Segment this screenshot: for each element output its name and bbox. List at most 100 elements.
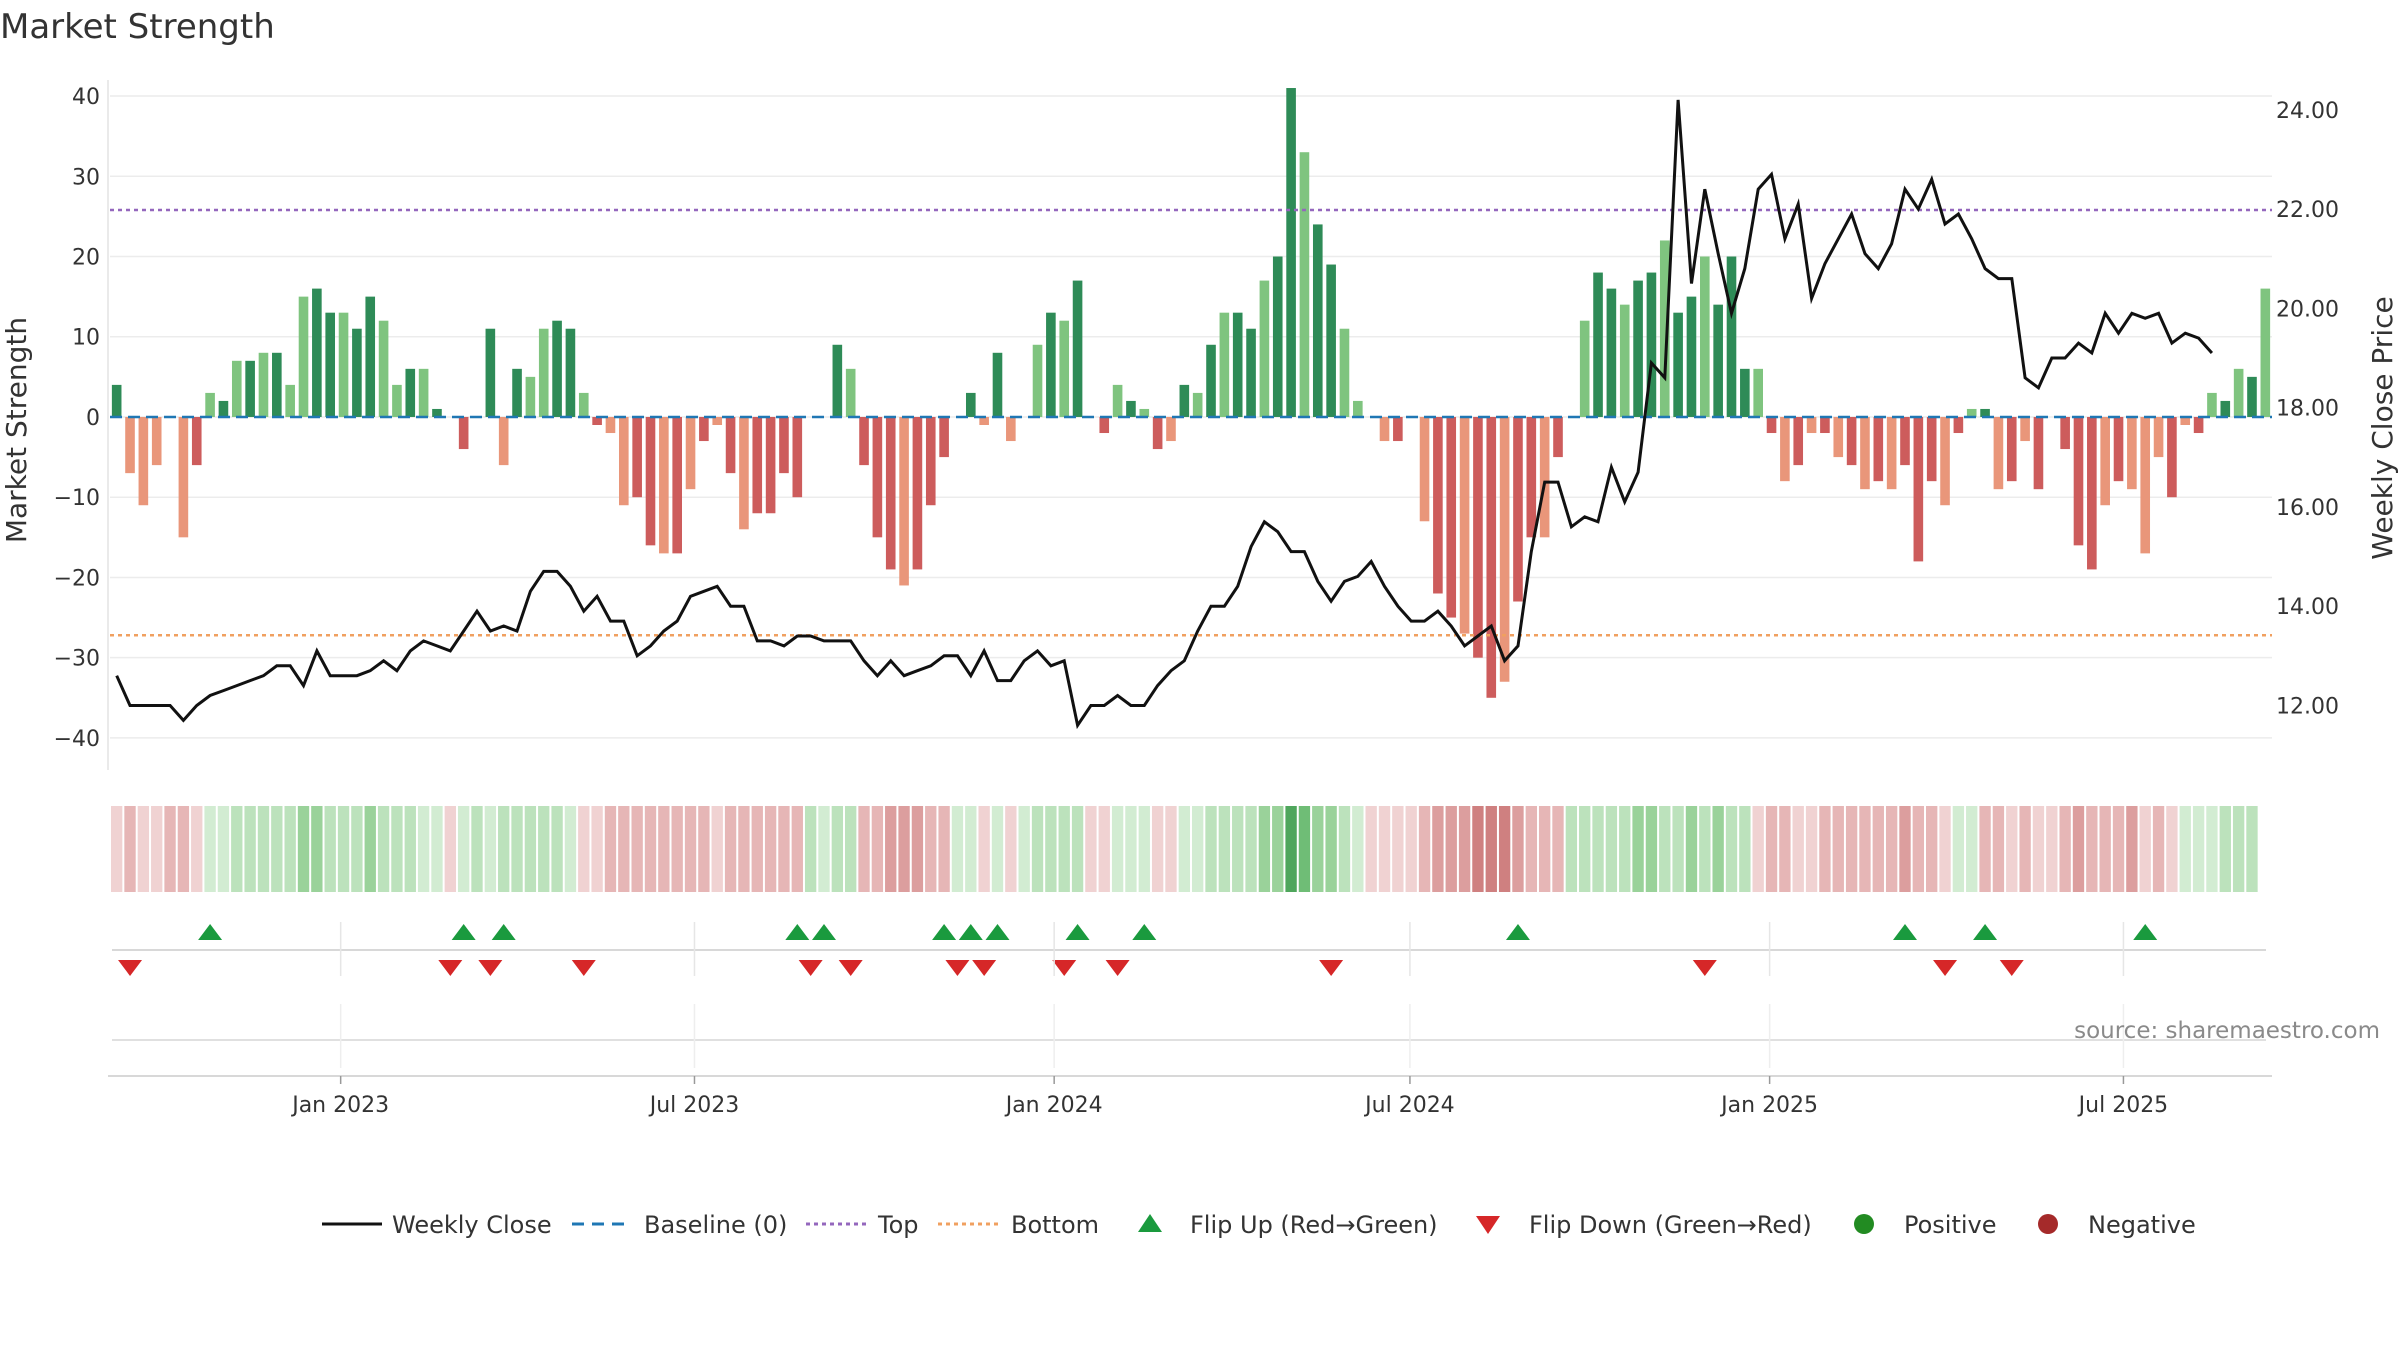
heat-cell — [1298, 806, 1311, 892]
strength-bar — [1486, 416, 1497, 698]
flip-markers — [118, 924, 2158, 976]
strength-bar — [1059, 320, 1070, 417]
heat-cell — [965, 806, 977, 892]
strength-bar — [2207, 392, 2217, 417]
legend-label: Negative — [2088, 1211, 2196, 1239]
strength-bar — [685, 416, 696, 490]
heat-cell — [2072, 806, 2085, 892]
heat-cell — [2246, 806, 2258, 892]
strength-bar — [352, 328, 362, 417]
weekly-close-line — [115, 99, 2214, 730]
strength-bar — [699, 416, 709, 442]
heat-cell — [2139, 806, 2151, 892]
heat-cell — [364, 806, 376, 892]
heat-cell — [991, 806, 1004, 892]
heat-cell — [1245, 806, 1257, 892]
strength-bar — [1806, 416, 1817, 434]
y2-tick-label: 14.00 — [2276, 595, 2339, 620]
flip-down-marker — [838, 960, 863, 976]
strength-bar — [1700, 256, 1710, 417]
legend-positive-swatch — [1854, 1214, 1874, 1234]
heat-cell — [1125, 806, 1137, 892]
heat-cell — [1058, 806, 1070, 892]
y2-axis-title: Weekly Close Price — [2366, 296, 2399, 559]
heat-cell — [778, 806, 790, 892]
heat-cell — [658, 806, 670, 892]
strength-bar — [565, 328, 576, 417]
flip-up-marker — [198, 924, 223, 940]
strength-bar — [1873, 416, 1884, 482]
strength-bar — [1526, 416, 1537, 538]
heat-cell — [417, 806, 430, 892]
strength-bar — [1993, 416, 2004, 490]
heat-cell — [1792, 806, 1804, 892]
heat-cell — [1712, 806, 1724, 892]
strength-bar — [2233, 368, 2244, 417]
strength-bar — [1006, 416, 1016, 442]
strength-bar — [752, 416, 763, 514]
strength-bar — [859, 416, 869, 466]
heat-cell — [1885, 806, 1898, 892]
heat-cell — [484, 806, 497, 892]
strength-bar — [1339, 328, 1350, 417]
flip-down-marker — [972, 960, 997, 976]
heat-cell — [1018, 806, 1030, 892]
heat-cell — [1645, 806, 1658, 892]
strength-bar — [2127, 416, 2137, 490]
heat-cell — [1205, 806, 1217, 892]
heat-cell — [1338, 806, 1351, 892]
y2-tick-label: 24.00 — [2276, 99, 2339, 124]
legend-label: Flip Down (Green→Red) — [1529, 1211, 1812, 1239]
strength-bar — [578, 392, 589, 417]
heat-cell — [1525, 806, 1537, 892]
flip-up-marker — [491, 924, 516, 940]
strength-bar — [872, 416, 883, 538]
heat-cell — [377, 806, 390, 892]
flip-down-marker — [1999, 960, 2024, 976]
heat-cell — [111, 806, 123, 892]
strength-bar — [485, 328, 496, 417]
strength-bar — [1459, 416, 1470, 634]
heat-cell — [2059, 806, 2071, 892]
flip-up-marker — [958, 924, 983, 940]
strength-bar — [552, 320, 562, 417]
strength-bar — [1846, 416, 1857, 466]
heat-cell — [2006, 806, 2018, 892]
heat-cell — [1899, 806, 1911, 892]
flip-down-marker — [478, 960, 503, 976]
flip-up-marker — [451, 924, 476, 940]
heat-cell — [1725, 806, 1738, 892]
strength-bar — [965, 392, 976, 417]
heat-cell — [618, 806, 630, 892]
heat-cell — [578, 806, 590, 892]
strength-bar — [1953, 416, 1964, 434]
strength-bar — [298, 296, 309, 417]
heat-cell — [1111, 806, 1124, 892]
strength-bar — [1886, 416, 1897, 490]
strength-bar — [1913, 416, 1924, 562]
heat-cell — [1031, 806, 1044, 892]
heat-cell — [1538, 806, 1551, 892]
strength-bar — [1433, 416, 1443, 594]
source-label: source: sharemaestro.com — [2074, 1018, 2380, 1044]
strength-bar — [1513, 416, 1523, 602]
strength-bar — [885, 416, 896, 570]
flip-down-marker — [1105, 960, 1130, 976]
flip-down-marker — [118, 960, 143, 976]
heat-cell — [1832, 806, 1844, 892]
heat-cell — [324, 806, 336, 892]
strength-bar — [1446, 416, 1457, 618]
heat-cell — [1352, 806, 1364, 892]
heat-cell — [1071, 806, 1084, 892]
heat-cell — [1619, 806, 1631, 892]
flip-up-marker — [1892, 924, 1917, 940]
heat-cell — [804, 806, 817, 892]
flip-up-marker — [932, 924, 957, 940]
heat-cell — [1765, 806, 1778, 892]
strength-bar — [1393, 416, 1403, 442]
strength-bar — [2260, 288, 2271, 417]
heat-cell — [2152, 806, 2165, 892]
heat-cell — [2032, 806, 2045, 892]
heat-cell — [978, 806, 990, 892]
strength-bar — [912, 416, 923, 570]
